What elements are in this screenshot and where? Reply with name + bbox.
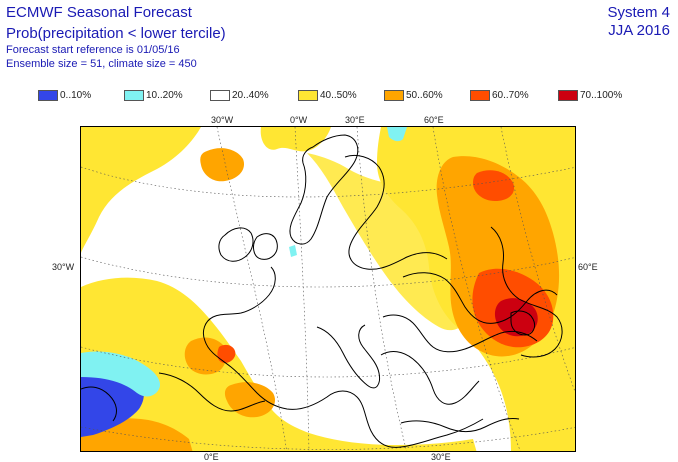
legend-label: 50..60%: [406, 89, 443, 101]
legend: 0..10% 10..20% 20..40% 40..50% 50..60% 6…: [38, 88, 658, 102]
lon-label-right: 60°E: [578, 262, 598, 272]
legend-item: 20..40%: [210, 88, 269, 102]
legend-label: 40..50%: [320, 89, 357, 101]
system-label: System 4: [607, 4, 670, 21]
legend-item: 70..100%: [558, 88, 622, 102]
lon-label-bottom: 30°E: [431, 452, 451, 462]
legend-label: 60..70%: [492, 89, 529, 101]
lon-label-left: 30°W: [52, 262, 75, 272]
legend-swatch: [210, 89, 230, 101]
map-canvas: [81, 127, 575, 451]
ensemble-info: Ensemble size = 51, climate size = 450: [6, 58, 197, 70]
lon-label-top: 30°E: [345, 115, 365, 125]
legend-swatch: [558, 89, 578, 101]
prob-70-100-regions: [494, 298, 538, 337]
lon-label-top: 60°E: [424, 115, 444, 125]
prob-10-20-regions: [81, 127, 407, 397]
legend-label: 10..20%: [146, 89, 183, 101]
lon-label-bottom: 0°E: [204, 452, 219, 462]
legend-label: 0..10%: [60, 89, 92, 101]
lon-label-top: 0°W: [290, 115, 308, 125]
legend-item: 0..10%: [38, 88, 91, 102]
probability-map[interactable]: [80, 126, 576, 452]
legend-swatch: [124, 89, 144, 101]
legend-label: 70..100%: [580, 89, 623, 101]
legend-item: 40..50%: [298, 88, 357, 102]
coastlines: [81, 134, 563, 448]
graticule: [81, 127, 575, 451]
legend-item: 50..60%: [384, 88, 443, 102]
page-title: ECMWF Seasonal Forecast: [6, 4, 192, 21]
lon-label-top: 30°W: [211, 115, 234, 125]
legend-swatch: [38, 89, 58, 101]
legend-swatch: [384, 89, 404, 101]
page-subtitle: Prob(precipitation < lower tercile): [6, 25, 226, 42]
legend-item: 10..20%: [124, 88, 183, 102]
period-label: JJA 2016: [608, 22, 670, 39]
legend-label: 20..40%: [232, 89, 269, 101]
legend-swatch: [470, 89, 490, 101]
forecast-reference: Forecast start reference is 01/05/16: [6, 44, 180, 56]
legend-swatch: [298, 89, 318, 101]
legend-item: 60..70%: [470, 88, 529, 102]
